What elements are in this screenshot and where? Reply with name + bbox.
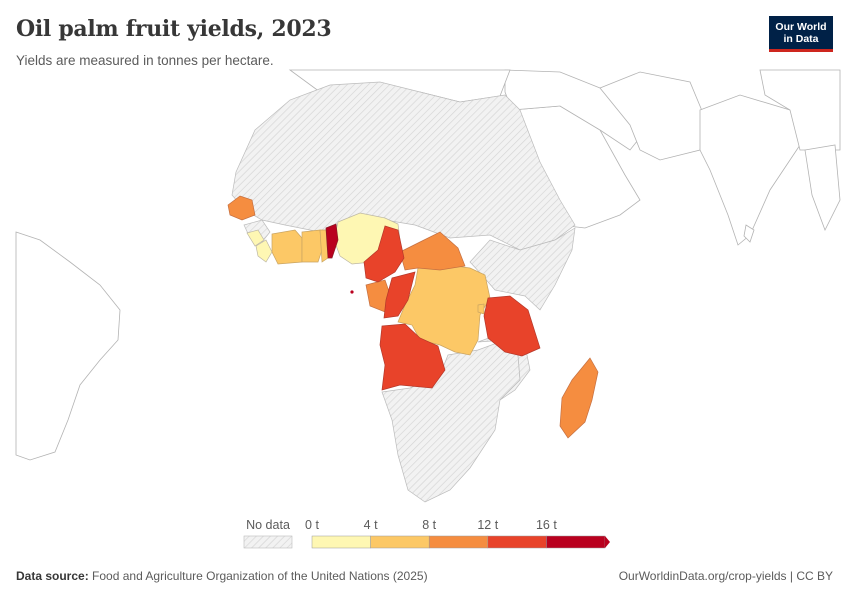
country-liberia[interactable] [255, 239, 273, 263]
country-east-africa-nodata[interactable] [469, 227, 576, 311]
india-outline [699, 94, 811, 246]
country-sierra-leone[interactable] [246, 229, 265, 247]
country-burundi[interactable] [477, 303, 485, 315]
chart-title: Oil palm fruit yields, 2023 [16, 16, 332, 42]
footer-source: Data source: Food and Agriculture Organi… [16, 569, 428, 583]
country-shapes [227, 81, 599, 503]
footer-link[interactable]: OurWorldinData.org/crop-yields | CC BY [618, 569, 833, 583]
south-america-outline [15, 231, 121, 461]
country-ghana[interactable] [301, 229, 323, 263]
country-dr-congo[interactable] [397, 264, 491, 356]
country-angola[interactable] [379, 323, 446, 391]
country-cameroon[interactable] [363, 225, 405, 283]
southeast-asia-outline [804, 144, 841, 232]
country-cote-divoire[interactable] [271, 229, 303, 265]
source-text[interactable]: Food and Agriculture Organization of the… [92, 569, 428, 583]
country-congo[interactable] [383, 271, 416, 319]
country-madagascar[interactable] [559, 357, 599, 439]
logo-line-2: in Data [783, 33, 819, 45]
chart-subtitle: Yields are measured in tonnes per hectar… [16, 53, 274, 68]
country-central-african-republic[interactable] [399, 231, 466, 271]
country-benin[interactable] [325, 223, 339, 259]
china-outline [759, 69, 841, 151]
sri-lanka-outline [743, 224, 755, 243]
owid-logo[interactable]: Our World in Data [769, 16, 833, 52]
source-label: Data source: [16, 569, 89, 583]
country-senegal-gambia[interactable] [227, 195, 256, 221]
country-sao-tome[interactable] [350, 290, 354, 294]
country-tanzania[interactable] [483, 295, 541, 357]
logo-line-1: Our World [775, 21, 827, 33]
